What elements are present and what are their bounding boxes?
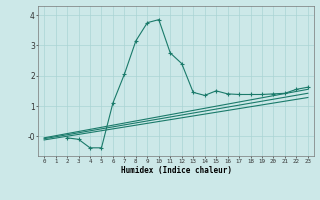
X-axis label: Humidex (Indice chaleur): Humidex (Indice chaleur)	[121, 166, 231, 175]
